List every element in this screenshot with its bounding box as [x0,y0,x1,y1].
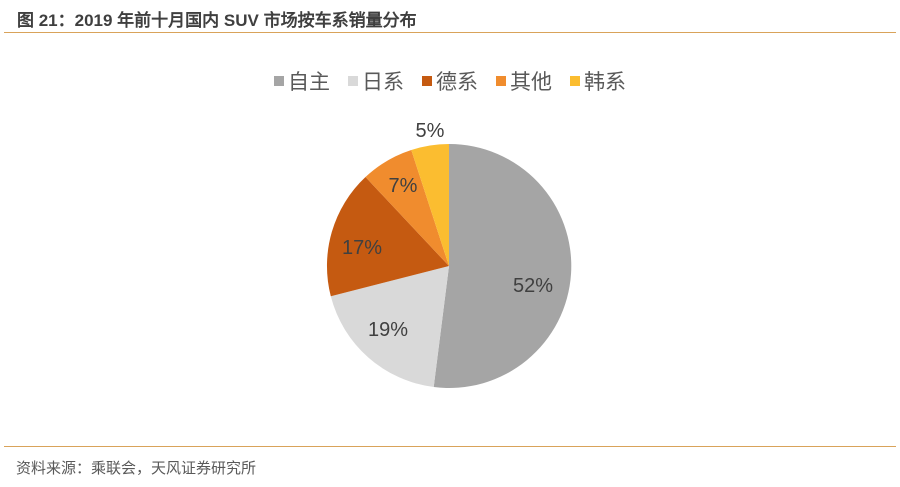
label-dexi: 17% [342,237,382,259]
label-zizhu: 52% [513,275,553,297]
legend-item-hanxi: 韩系 [570,66,626,96]
legend-item-rixi: 日系 [348,66,404,96]
top-divider [4,32,896,33]
legend-swatch [274,76,284,86]
label-hanxi: 5% [416,120,445,142]
legend-item-dexi: 德系 [422,66,478,96]
legend-item-qita: 其他 [496,66,552,96]
legend-swatch [570,76,580,86]
source-note: 资料来源：乘联会，天风证券研究所 [16,460,257,477]
legend-swatch [348,76,358,86]
legend-label: 其他 [510,71,552,94]
slice-dexi [326,177,449,297]
legend-label: 日系 [362,71,404,94]
legend-item-zizhu: 自主 [274,66,330,96]
slice-zizhu [433,143,572,388]
legend-label: 德系 [436,71,478,94]
label-qita: 7% [389,175,418,197]
slice-rixi [330,266,449,387]
figure-title: 图 21：2019 年前十月国内 SUV 市场按车系销量分布 [17,11,417,30]
bottom-divider [4,446,896,447]
legend-swatch [422,76,432,86]
legend-label: 韩系 [584,71,626,94]
legend-label: 自主 [288,71,330,94]
slice-hanxi [411,144,449,266]
label-rixi: 19% [368,319,408,341]
chart-legend: 自主 日系 德系 其他 韩系 [0,66,900,96]
legend-swatch [496,76,506,86]
slice-qita [365,150,449,266]
